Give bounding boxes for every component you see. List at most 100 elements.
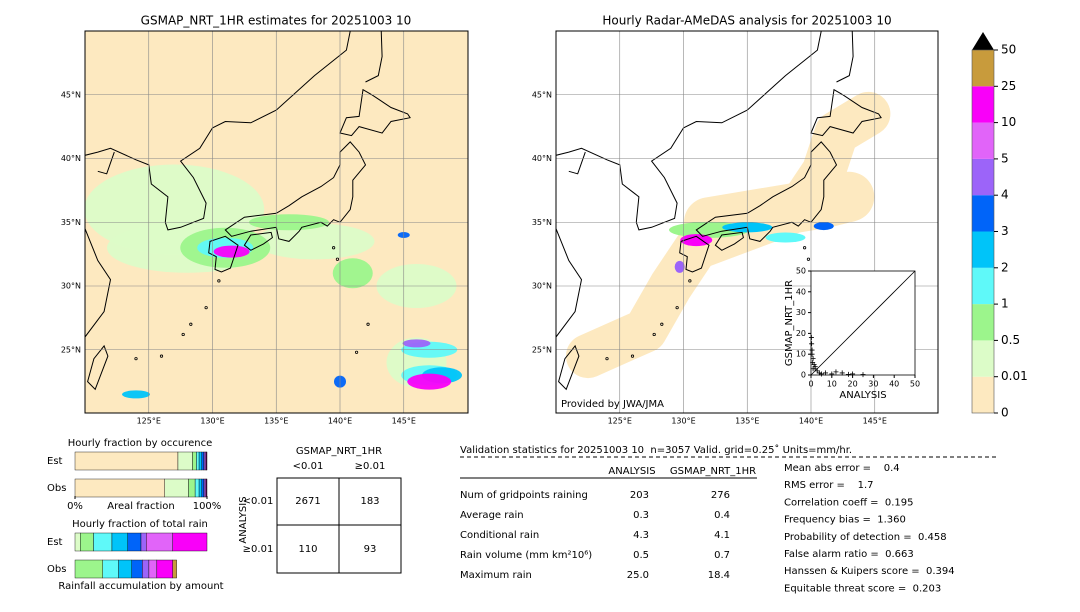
point — [810, 360, 816, 366]
left-map — [85, 31, 468, 413]
map-frame — [84, 30, 469, 414]
bar-segment — [74, 451, 179, 471]
table-cell: 110 — [298, 544, 317, 555]
point — [823, 370, 829, 376]
island — [134, 357, 138, 361]
stats-value: 0.3 — [633, 510, 649, 521]
colorbar-label: 0.01 — [1001, 369, 1028, 383]
table-cell: 183 — [360, 496, 379, 507]
colorbar-label: 2 — [1001, 260, 1009, 274]
bar-segment — [188, 478, 196, 498]
bar-segment — [198, 451, 202, 471]
stats-column: GSMAP_NRT_1HR — [670, 466, 756, 477]
island — [605, 357, 609, 361]
colorbar-band — [972, 376, 994, 413]
score: Equitable threat score = 0.203 — [784, 583, 941, 594]
lat-label: 30°N — [532, 282, 552, 291]
coastline — [224, 141, 367, 242]
colorbar-label: 3 — [1001, 224, 1009, 238]
lon-label: 145°E — [863, 417, 887, 426]
point — [812, 366, 818, 372]
rain-area — [813, 222, 834, 231]
category-label: Est — [47, 456, 63, 467]
point — [845, 371, 851, 377]
colorbar-label: 5 — [1001, 151, 1009, 165]
bar-segment — [93, 532, 113, 552]
x-axis-label: Rainfall accumulation by amount — [58, 581, 223, 592]
x-tick-label: 10 — [827, 380, 837, 389]
stats-row-label: Num of gridpoints raining — [460, 490, 588, 501]
point — [833, 369, 839, 375]
lon-label: 135°E — [264, 417, 288, 426]
stats-title: Validation statistics for 20251003 10 n=… — [460, 444, 852, 456]
coastline — [243, 231, 273, 251]
lat-label: 45°N — [532, 90, 552, 99]
rain-area — [402, 339, 431, 348]
island — [335, 257, 340, 261]
x-tick-label: 50 — [910, 380, 920, 389]
bar-segment — [74, 559, 103, 579]
coastline — [810, 88, 882, 137]
colorbar-label: 10 — [1001, 115, 1016, 129]
colorbar-band — [972, 304, 994, 341]
x-axis-label: ANALYSIS — [839, 390, 886, 401]
x-tick-label: 100% — [193, 501, 222, 512]
rain-area — [765, 232, 806, 243]
coastline — [695, 141, 838, 242]
rain-area — [680, 234, 713, 247]
lat-label: 35°N — [61, 218, 81, 227]
colorbar-band — [972, 50, 994, 87]
column-label: ≥0.01 — [355, 461, 386, 472]
bar-segment — [196, 451, 200, 471]
island — [675, 306, 679, 310]
island — [181, 332, 185, 337]
coastline — [558, 344, 580, 391]
column-label: <0.01 — [293, 461, 324, 472]
bar-segment — [80, 532, 94, 552]
point — [818, 371, 824, 377]
table-header: GSMAP_NRT_1HR — [296, 446, 382, 457]
coastline — [365, 31, 383, 83]
x-tick-label: 30 — [868, 380, 878, 389]
lat-label: 25°N — [61, 345, 81, 354]
bar-segment — [74, 532, 81, 552]
score: Frequency bias = 1.360 — [784, 515, 906, 526]
point — [810, 355, 816, 361]
island — [354, 350, 359, 354]
point — [850, 371, 856, 377]
coastline — [85, 227, 112, 338]
lat-label: 35°N — [532, 218, 552, 227]
stats-column: ANALYSIS — [608, 466, 655, 477]
stats-value: 0.7 — [714, 550, 730, 561]
rain-area — [674, 260, 685, 273]
bar-segment — [201, 478, 204, 498]
colorbar-band — [972, 340, 994, 377]
bar-segment — [127, 532, 142, 552]
point — [839, 370, 845, 376]
row-header: ANALYSIS — [238, 496, 249, 543]
x-tick-label: 0 — [808, 380, 813, 389]
coastline — [87, 344, 109, 391]
bar-segment — [172, 532, 208, 552]
colorbar: 0 0.01 0.5 1 2 3 4 5 10 25 50 — [971, 32, 1028, 420]
bar-segment — [131, 559, 143, 579]
colorbar-extend — [972, 32, 994, 50]
island — [204, 306, 208, 310]
point — [814, 368, 820, 374]
score: RMS error = 1.7 — [784, 480, 874, 491]
x-axis-label: Areal fraction — [107, 501, 174, 512]
lat-label: 25°N — [532, 345, 552, 354]
bar-segment — [148, 559, 158, 579]
category-label: Est — [47, 537, 63, 548]
island — [189, 322, 193, 326]
colorbar-label: 4 — [1001, 188, 1009, 202]
stats-row-label: Average rain — [460, 510, 524, 521]
bar-segment — [156, 559, 173, 579]
point — [808, 335, 814, 341]
diagonal — [810, 270, 916, 376]
y-tick-label: 20 — [796, 329, 806, 338]
stats-value: 276 — [711, 490, 730, 501]
score: Mean abs error = 0.4 — [784, 463, 900, 474]
point — [809, 341, 815, 347]
score: Hanssen & Kuipers score = 0.394 — [784, 566, 955, 577]
